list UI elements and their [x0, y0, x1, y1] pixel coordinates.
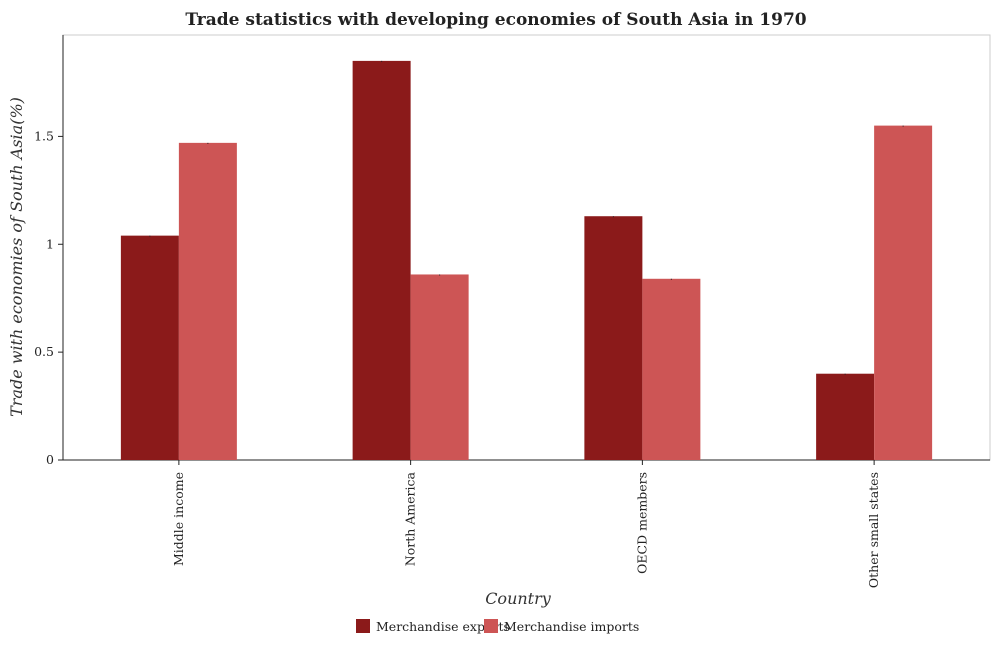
y-tick-label: 1.5 — [34, 128, 54, 143]
y-tick-label: 1 — [46, 236, 54, 251]
plot-area: 00.511.5Merchandise exports: 1.04Merchan… — [34, 34, 991, 588]
bar-imports: Merchandise imports: 1.55 — [874, 125, 933, 461]
legend-swatch-exports — [356, 619, 370, 633]
bar-exports: Merchandise exports: 1.04 — [120, 235, 179, 460]
legend-swatch-imports — [484, 619, 498, 633]
bar-exports: Merchandise exports: 0.4 — [816, 373, 875, 460]
x-tick-label: OECD members — [634, 472, 649, 574]
y-tick-label: 0.5 — [34, 344, 54, 359]
y-tick-label: 0 — [46, 452, 54, 467]
legend-label-exports: Merchandise exports — [376, 619, 510, 634]
bar-imports: Merchandise imports: 0.84 — [642, 278, 701, 460]
x-tick-label: Middle income — [171, 472, 186, 566]
chart-title: Trade statistics with developing economi… — [185, 10, 806, 30]
x-axis-title: Country — [485, 589, 552, 608]
bar-imports: Merchandise imports: 0.86 — [410, 274, 469, 460]
x-tick-label: North America — [403, 471, 418, 566]
bar-exports: Merchandise exports: 1.13 — [584, 216, 643, 460]
y-axis-title: Trade with economies of South Asia(%) — [7, 97, 26, 417]
legend-label-imports: Merchandise imports — [504, 619, 639, 634]
bar-exports: Merchandise exports: 1.85 — [352, 60, 411, 460]
bar-imports: Merchandise imports: 1.47 — [178, 142, 237, 460]
x-tick-label: Other small states — [866, 472, 881, 588]
